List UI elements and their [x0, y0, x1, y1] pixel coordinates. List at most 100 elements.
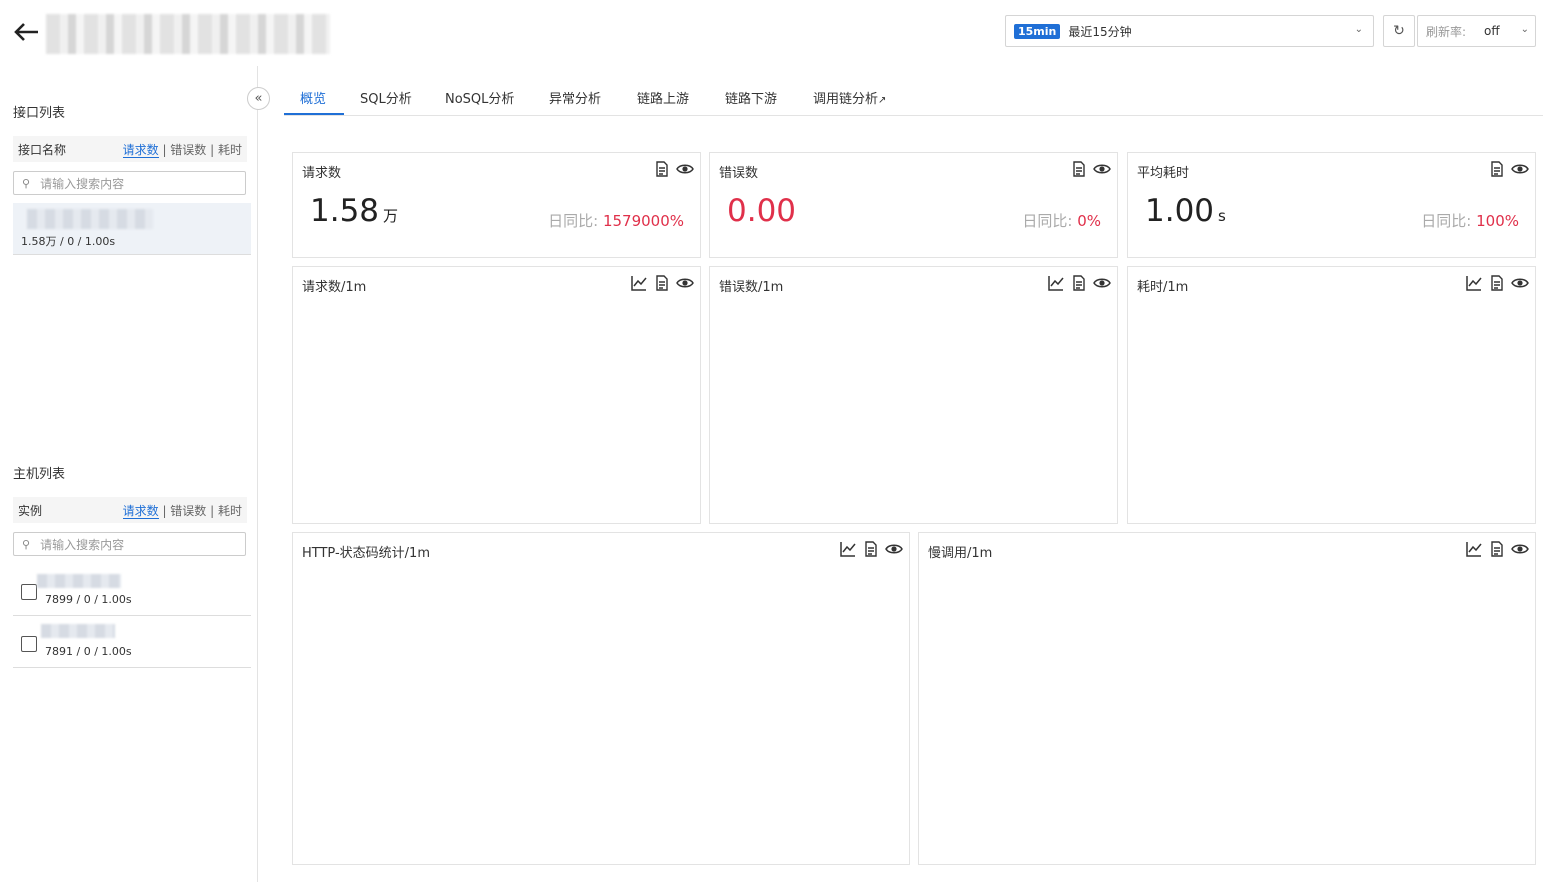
stat-value: 0.00 — [727, 193, 797, 229]
eye-icon[interactable] — [676, 274, 694, 292]
eye-icon[interactable] — [676, 160, 694, 178]
stat-value: 1.58 万 — [310, 193, 399, 229]
api-search-input[interactable]: ⚲ 请输入搜索内容 — [13, 171, 246, 195]
tab-trace-analysis[interactable]: 调用链分析↗ — [813, 88, 886, 107]
refresh-button[interactable]: ↻ — [1383, 15, 1415, 47]
sort-by-requests[interactable]: 请求数 — [122, 142, 159, 158]
eye-icon[interactable] — [885, 540, 903, 558]
card-title: 错误数 — [719, 166, 759, 181]
line-chart-icon[interactable]: 1400.001200.001000.00800.00600.00400.002… — [1465, 540, 1483, 558]
tab-overview[interactable]: 概览 — [300, 92, 327, 107]
api-name-column: 接口名称 — [18, 142, 67, 157]
sort-by-errors[interactable]: 错误数 — [170, 503, 207, 518]
line-chart-icon[interactable]: 100.0080.0060.0040.0020.000.00100%80%60%… — [1047, 274, 1065, 292]
api-search-placeholder: 请输入搜索内容 — [40, 176, 125, 191]
host-name-redacted — [41, 624, 115, 638]
eye-icon[interactable] — [1511, 540, 1529, 558]
stat-card-requests: 请求数 1.58 万 日同比: 1579000% — [292, 152, 701, 258]
time-range-badge: 15min — [1014, 23, 1061, 39]
search-icon: ⚲ — [22, 537, 31, 551]
tab-exception-analysis[interactable]: 异常分析 — [549, 92, 602, 107]
refresh-rate-label: 刷新率: — [1426, 24, 1467, 39]
host-name-redacted — [37, 574, 121, 588]
host-list-item[interactable]: 7891 / 0 / 1.00s — [13, 616, 251, 668]
card-title: 请求数 — [302, 166, 342, 181]
host-checkbox[interactable] — [21, 636, 37, 652]
card-title: 平均耗时 — [1137, 166, 1190, 181]
stat-card-errors: 错误数 0.00 日同比: 0% — [709, 152, 1118, 258]
time-range-picker[interactable]: 15min 最近15分钟 ⌄ — [1005, 15, 1374, 47]
double-chevron-left-icon: « — [254, 91, 263, 106]
line-chart-icon[interactable]: 1400.001200.001000.00800.00600.00400.002… — [839, 540, 857, 558]
document-icon[interactable] — [1488, 274, 1506, 292]
chart-card-requests-per-min: 请求数/1m 1000.00500.000.0010:2010:2510:30 — [292, 266, 701, 524]
chart-title: 慢调用/1m — [928, 546, 993, 561]
sort-options: 请求数 | 错误数 | 耗时 — [122, 142, 242, 158]
api-name-redacted — [27, 209, 153, 229]
refresh-rate-select[interactable]: 刷新率: off ⌄ — [1417, 15, 1536, 47]
tab-sql-analysis[interactable]: SQL分析 — [360, 92, 412, 107]
stat-card-latency: 平均耗时 1.00 s 日同比: 100% — [1127, 152, 1536, 258]
sort-by-errors[interactable]: 错误数 — [170, 142, 207, 157]
active-tab-indicator — [284, 113, 344, 115]
host-list-header: 实例 请求数 | 错误数 | 耗时 — [13, 497, 247, 523]
document-icon[interactable] — [1488, 540, 1506, 558]
chart-card-latency-per-min: 耗时/1m 2 s1 s0 s10:2010:2510:30 — [1127, 266, 1536, 524]
back-arrow-icon[interactable] — [12, 20, 40, 44]
chart-card-slow-calls: 慢调用/1m 1400.001200.001000.00800.00600.00… — [918, 532, 1536, 865]
chart-plot — [919, 533, 1535, 864]
collapse-sidebar-button[interactable]: « — [247, 87, 270, 110]
refresh-icon: ↻ — [1393, 23, 1405, 39]
tab-bar: 概览 SQL分析 NoSQL分析 异常分析 链路上游 链路下游 调用链分析↗ — [284, 78, 1543, 116]
chevron-down-icon: ⌄ — [1520, 24, 1529, 35]
chevron-down-icon: ⌄ — [1354, 24, 1363, 35]
chart-title: 请求数/1m — [302, 280, 367, 295]
eye-icon[interactable] — [1093, 160, 1111, 178]
day-over-day: 日同比: 100% — [1421, 212, 1519, 230]
document-icon[interactable] — [1070, 160, 1088, 178]
refresh-rate-value: off — [1484, 24, 1500, 38]
document-icon[interactable] — [653, 274, 671, 292]
api-list-title: 接口列表 — [13, 106, 66, 121]
stat-value: 1.00 s — [1145, 193, 1226, 229]
chart-plot — [293, 533, 909, 864]
tab-downstream[interactable]: 链路下游 — [725, 92, 778, 107]
top-bar: 15min 最近15分钟 ⌄ ↻ 刷新率: off ⌄ — [0, 0, 1547, 66]
sidebar: 接口列表 接口名称 请求数 | 错误数 | 耗时 ⚲ 请输入搜索内容 1.58万… — [0, 66, 258, 882]
api-item-stats: 1.58万 / 0 / 1.00s — [21, 235, 116, 248]
eye-icon[interactable] — [1093, 274, 1111, 292]
chart-plot — [1128, 267, 1535, 523]
host-checkbox[interactable] — [21, 584, 37, 600]
chart-plot — [710, 267, 1117, 523]
eye-icon[interactable] — [1511, 160, 1529, 178]
chart-title: HTTP-状态码统计/1m — [302, 546, 430, 561]
tab-nosql-analysis[interactable]: NoSQL分析 — [445, 92, 515, 107]
eye-icon[interactable] — [1511, 274, 1529, 292]
api-list-item[interactable]: 1.58万 / 0 / 1.00s — [13, 203, 251, 255]
chart-title: 错误数/1m — [719, 280, 784, 295]
document-icon[interactable] — [1488, 160, 1506, 178]
host-item-stats: 7899 / 0 / 1.00s — [45, 593, 132, 606]
host-name-column: 实例 — [18, 503, 43, 518]
sort-by-requests[interactable]: 请求数 — [122, 503, 159, 519]
line-chart-icon[interactable]: 2 s1 s0 s10:2010:2510:30 — [1465, 274, 1483, 292]
tab-upstream[interactable]: 链路上游 — [637, 92, 690, 107]
host-list-item[interactable]: 7899 / 0 / 1.00s — [13, 564, 251, 616]
chart-title: 耗时/1m — [1137, 280, 1189, 295]
line-chart-icon[interactable]: 1000.00500.000.0010:2010:2510:30 — [630, 274, 648, 292]
sort-by-latency[interactable]: 耗时 — [217, 142, 242, 157]
api-list-header: 接口名称 请求数 | 错误数 | 耗时 — [13, 136, 247, 162]
sort-by-latency[interactable]: 耗时 — [217, 503, 242, 518]
document-icon[interactable] — [653, 160, 671, 178]
host-search-input[interactable]: ⚲ 请输入搜索内容 — [13, 532, 246, 556]
sort-options: 请求数 | 错误数 | 耗时 — [122, 503, 242, 519]
document-icon[interactable] — [1070, 274, 1088, 292]
day-over-day: 日同比: 1579000% — [548, 212, 684, 230]
external-link-icon: ↗ — [878, 95, 887, 106]
host-search-placeholder: 请输入搜索内容 — [40, 537, 125, 552]
chart-plot — [293, 267, 700, 523]
search-icon: ⚲ — [22, 176, 31, 190]
app-title-redacted — [46, 14, 330, 54]
host-item-stats: 7891 / 0 / 1.00s — [45, 645, 132, 658]
document-icon[interactable] — [862, 540, 880, 558]
